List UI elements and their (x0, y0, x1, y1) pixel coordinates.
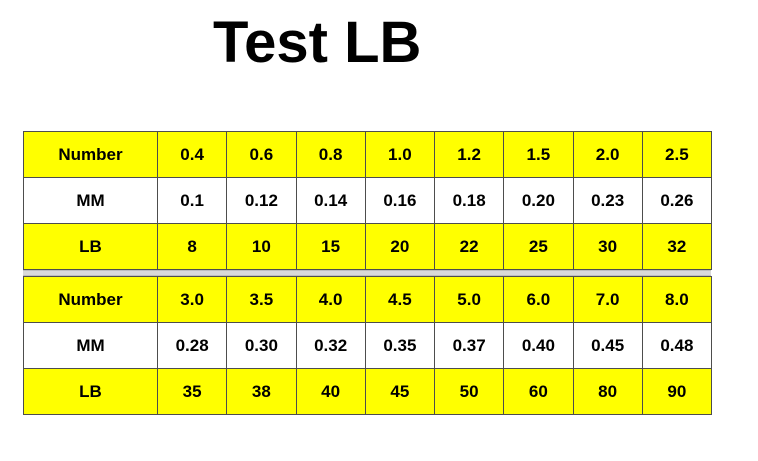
table-cell: 1.0 (364, 131, 436, 178)
table-cell: 0.14 (295, 177, 366, 224)
table-cell: 0.35 (364, 322, 436, 369)
table-cell: 0.40 (503, 322, 574, 369)
table-cell: 4.5 (364, 276, 436, 323)
table-cell: 45 (364, 368, 436, 415)
table-cell: 0.23 (572, 177, 643, 224)
table-cell: 8 (156, 223, 228, 270)
table-row-mm: MM 0.1 0.12 0.14 0.16 0.18 0.20 0.23 0.2… (23, 177, 713, 224)
row-label: MM (23, 177, 158, 224)
table-cell: 0.20 (503, 177, 574, 224)
table-cell: 32 (641, 223, 713, 270)
table-row-mm: MM 0.28 0.30 0.32 0.35 0.37 0.40 0.45 0.… (23, 322, 713, 369)
table-cell: 0.16 (364, 177, 436, 224)
table-cell: 60 (503, 368, 574, 415)
table-cell: 0.45 (572, 322, 643, 369)
table-cell: 0.32 (295, 322, 366, 369)
table-cell: 38 (226, 368, 297, 415)
table-cell: 35 (156, 368, 228, 415)
row-label: MM (23, 322, 158, 369)
table-cell: 0.28 (156, 322, 228, 369)
table-cell: 0.12 (226, 177, 297, 224)
size-tables: Number 0.4 0.6 0.8 1.0 1.2 1.5 2.0 2.5 M… (23, 131, 713, 415)
table-cell: 2.0 (572, 131, 643, 178)
table-cell: 0.26 (641, 177, 713, 224)
table-cell: 1.2 (433, 131, 505, 178)
table-cell: 0.1 (156, 177, 228, 224)
table-cell: 20 (364, 223, 436, 270)
table-cell: 30 (572, 223, 643, 270)
table-cell: 40 (295, 368, 366, 415)
table-cell: 25 (503, 223, 574, 270)
table-cell: 1.5 (503, 131, 574, 178)
table-row-lb: LB 35 38 40 45 50 60 80 90 (23, 368, 713, 415)
table-cell: 0.8 (295, 131, 366, 178)
table-row-number: Number 3.0 3.5 4.0 4.5 5.0 6.0 7.0 8.0 (23, 276, 713, 323)
page-title: Test LB (213, 10, 422, 75)
table-cell: 8.0 (641, 276, 713, 323)
table-cell: 6.0 (503, 276, 574, 323)
row-label: Number (23, 131, 158, 178)
table-row-lb: LB 8 10 15 20 22 25 30 32 (23, 223, 713, 270)
table-cell: 80 (572, 368, 643, 415)
table-cell: 15 (295, 223, 366, 270)
row-label: LB (23, 368, 158, 415)
row-label: LB (23, 223, 158, 270)
row-label: Number (23, 276, 158, 323)
table-cell: 3.0 (156, 276, 228, 323)
table-cell: 4.0 (295, 276, 366, 323)
table-cell: 10 (226, 223, 297, 270)
table-cell: 0.30 (226, 322, 297, 369)
table-cell: 22 (433, 223, 505, 270)
table-cell: 3.5 (226, 276, 297, 323)
table-cell: 90 (641, 368, 713, 415)
table-cell: 0.18 (433, 177, 505, 224)
table-cell: 0.48 (641, 322, 713, 369)
table-divider (23, 270, 711, 276)
size-table-1: Number 0.4 0.6 0.8 1.0 1.2 1.5 2.0 2.5 M… (23, 131, 713, 270)
table-cell: 0.6 (226, 131, 297, 178)
table-cell: 0.4 (156, 131, 228, 178)
table-cell: 7.0 (572, 276, 643, 323)
table-cell: 2.5 (641, 131, 713, 178)
table-cell: 5.0 (433, 276, 505, 323)
size-table-2: Number 3.0 3.5 4.0 4.5 5.0 6.0 7.0 8.0 M… (23, 276, 713, 415)
table-cell: 50 (433, 368, 505, 415)
table-row-number: Number 0.4 0.6 0.8 1.0 1.2 1.5 2.0 2.5 (23, 131, 713, 178)
table-cell: 0.37 (433, 322, 505, 369)
